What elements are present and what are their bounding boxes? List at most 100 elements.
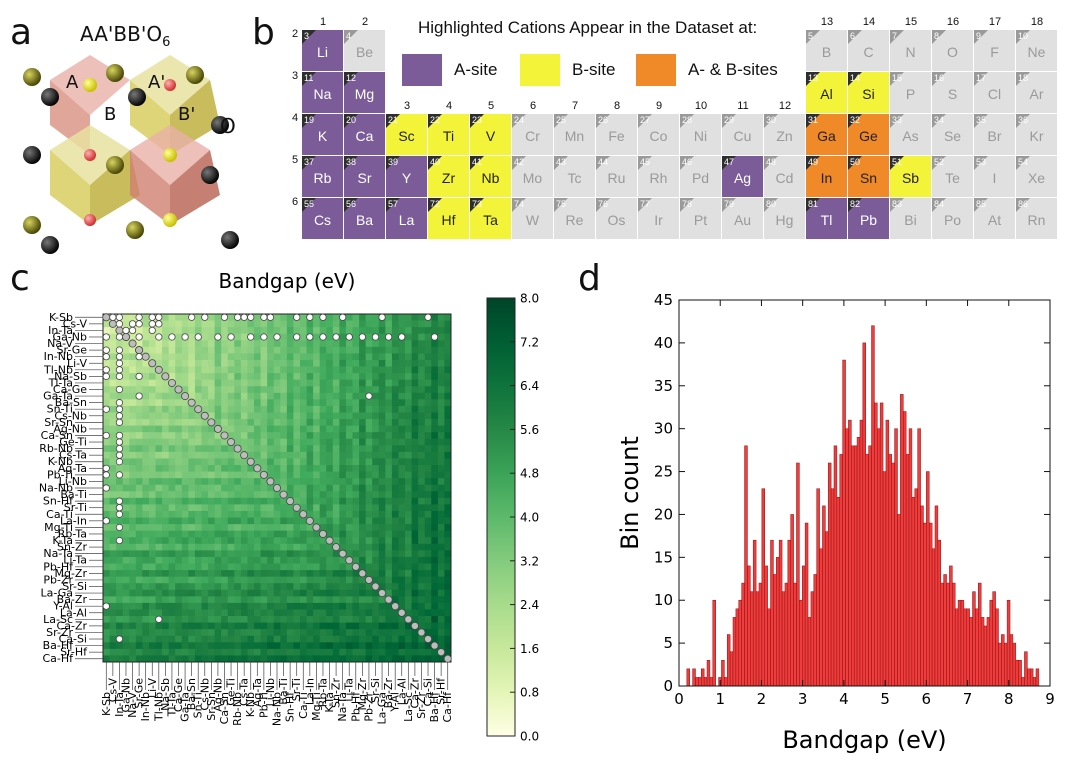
heatmap-cell xyxy=(221,379,229,387)
heatmap-cell xyxy=(359,484,367,492)
heatmap-cell xyxy=(286,333,294,341)
heatmap-cell xyxy=(122,635,130,643)
y-tick-label: 35 xyxy=(654,377,673,395)
heatmap-cell xyxy=(247,504,255,512)
heatmap-cell xyxy=(175,530,183,538)
heatmap-cell xyxy=(122,510,130,518)
heatmap-cell xyxy=(299,465,307,472)
heatmap-cell xyxy=(227,359,235,367)
histogram-bar xyxy=(790,514,794,687)
heatmap-cell xyxy=(378,570,386,578)
heatmap-cell xyxy=(306,570,314,578)
formula-subscript: 6 xyxy=(162,35,171,50)
heatmap-cell xyxy=(352,622,360,630)
heatmap-cell xyxy=(293,537,301,545)
heatmap-cell xyxy=(365,425,373,433)
heatmap-cell xyxy=(437,576,445,584)
histogram-bar xyxy=(879,402,884,687)
heatmap-cell xyxy=(378,596,386,604)
heatmap-col-label: Li-Nb xyxy=(264,678,277,706)
heatmap-cell xyxy=(339,412,347,420)
heatmap-cell xyxy=(254,425,261,433)
heatmap-cell xyxy=(273,379,281,387)
heatmap-row-label: Li-Ta xyxy=(63,554,87,567)
heatmap-col-label: Sr-Si xyxy=(369,678,382,703)
heatmap-marker xyxy=(115,366,124,374)
heatmap-cell xyxy=(398,399,406,407)
heatmap-cell xyxy=(103,550,110,558)
heatmap-cell xyxy=(162,616,170,624)
element-symbol: Mg xyxy=(354,86,375,102)
heatmap-cell xyxy=(313,602,321,610)
heatmap-cell xyxy=(365,622,373,630)
heatmap-cell xyxy=(359,458,367,466)
element-symbol: Rh xyxy=(649,170,668,186)
element-in: 49 In xyxy=(806,156,848,198)
heatmap-cell xyxy=(411,379,419,387)
heatmap-cell xyxy=(109,576,117,584)
heatmap-cell xyxy=(103,419,110,427)
heatmap-cell xyxy=(188,642,196,650)
heatmap-cell xyxy=(175,576,183,584)
atomic-number: 22 xyxy=(430,115,441,125)
heatmap-cell xyxy=(359,379,367,387)
heatmap-cell xyxy=(116,478,124,486)
heatmap-cell xyxy=(359,517,367,525)
heatmap-cell xyxy=(260,550,268,558)
heatmap-cell xyxy=(280,596,288,604)
heatmap-cell xyxy=(299,445,307,453)
heatmap-cell xyxy=(286,570,294,578)
heatmap-cell xyxy=(293,445,301,453)
histogram-bar xyxy=(703,677,708,687)
heatmap-cell xyxy=(391,366,399,374)
heatmap-cell xyxy=(116,563,124,571)
heatmap-cell xyxy=(142,412,150,420)
heatmap-cell xyxy=(431,346,439,354)
heatmap-cell xyxy=(411,602,419,610)
heatmap-cell xyxy=(116,596,124,604)
heatmap-cell xyxy=(254,419,261,427)
heatmap-cell xyxy=(418,602,426,610)
heatmap-cell xyxy=(339,419,347,427)
histogram-bar xyxy=(724,677,728,687)
heatmap-cell xyxy=(214,596,222,604)
heatmap-cell xyxy=(194,432,202,440)
heatmap-cell xyxy=(201,484,209,492)
heatmap-cell xyxy=(424,550,432,558)
heatmap-cell xyxy=(201,491,209,499)
heatmap-cell xyxy=(444,353,452,361)
heatmap-cell xyxy=(365,458,373,466)
group-number: 12 xyxy=(778,100,792,112)
heatmap-cell xyxy=(155,576,163,584)
heatmap-marker xyxy=(371,333,380,341)
heatmap-cell xyxy=(129,609,137,617)
heatmap-cell xyxy=(332,642,340,650)
heatmap-cell xyxy=(431,589,439,597)
heatmap-cell xyxy=(437,379,445,387)
heatmap-cell xyxy=(155,648,163,656)
heatmap-cell xyxy=(352,346,360,354)
heatmap-cell xyxy=(142,366,150,374)
heatmap-cell xyxy=(214,386,222,394)
heatmap-cell xyxy=(135,642,143,650)
y-tick-label: 40 xyxy=(654,334,673,352)
heatmap-cell xyxy=(247,412,255,420)
heatmap-cell xyxy=(240,563,248,571)
heatmap-cell xyxy=(208,478,216,486)
heatmap-cell xyxy=(365,353,373,361)
heatmap-cell xyxy=(411,589,419,597)
heatmap-marker xyxy=(102,405,110,413)
heatmap-cell xyxy=(385,432,393,440)
heatmap-cell xyxy=(103,399,110,407)
heatmap-cell xyxy=(405,484,413,492)
heatmap-cell xyxy=(280,425,288,433)
heatmap-cell xyxy=(437,655,445,663)
heatmap-cell xyxy=(332,622,340,630)
heatmap-cell xyxy=(148,622,156,630)
heatmap-cell xyxy=(444,392,452,400)
heatmap-cell xyxy=(306,392,314,400)
heatmap-cell xyxy=(234,412,242,420)
heatmap-cell xyxy=(306,602,314,610)
heatmap-cell xyxy=(431,438,439,446)
heatmap-marker xyxy=(115,399,124,407)
